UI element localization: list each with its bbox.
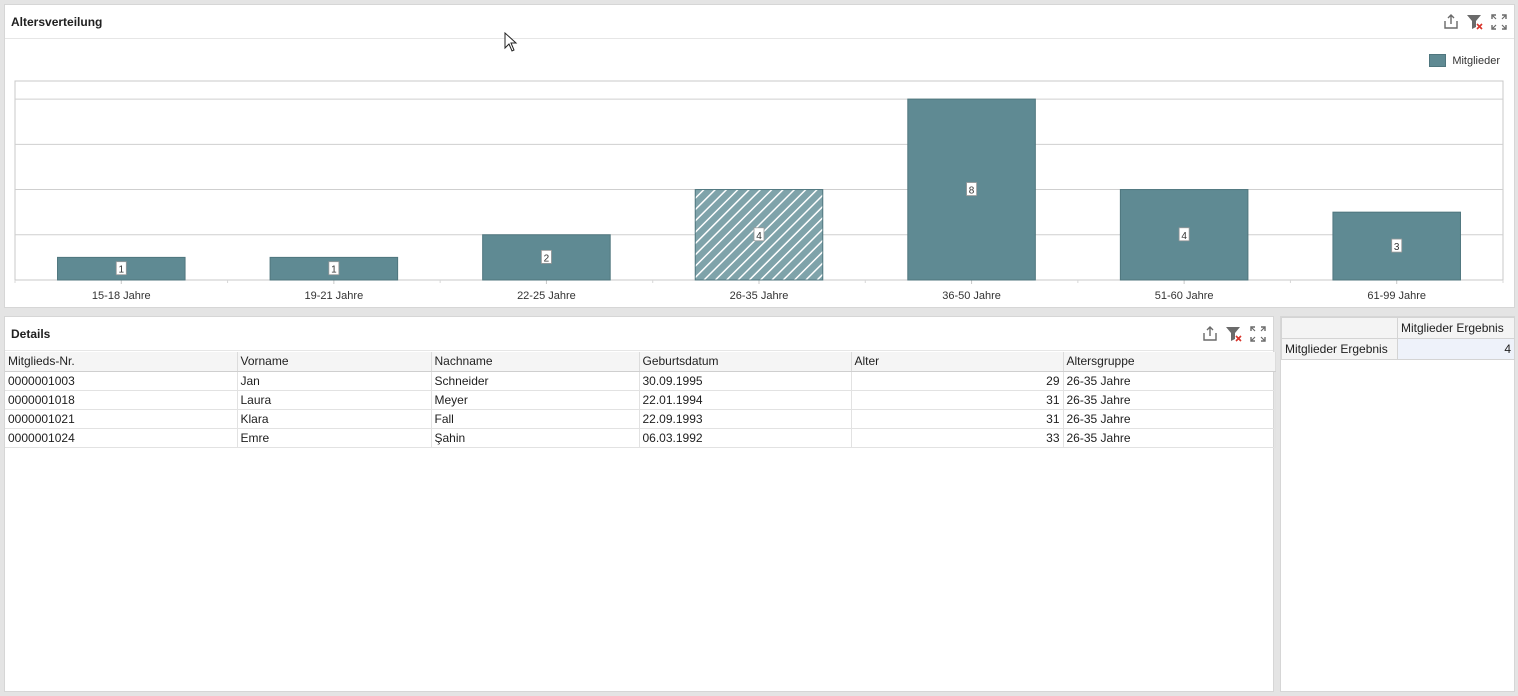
pivot-panel: Mitglieder Ergebnis Mitglieder Ergebnis … bbox=[1280, 316, 1515, 692]
table-row[interactable]: 0000001021 Klara Fall 22.09.1993 31 26-3… bbox=[5, 409, 1276, 429]
mouse-cursor-icon bbox=[504, 32, 518, 52]
cell-birthdate: 06.03.1992 bbox=[639, 428, 852, 448]
x-tick-label: 61-99 Jahre bbox=[1367, 290, 1426, 302]
cell-member-no: 0000001024 bbox=[5, 428, 238, 448]
data-label: 4 bbox=[1178, 227, 1190, 242]
column-header-firstname[interactable]: Vorname bbox=[237, 352, 432, 372]
cell-firstname: Emre bbox=[237, 428, 432, 448]
details-title: Details bbox=[11, 327, 51, 341]
data-label-box bbox=[753, 227, 765, 242]
cell-firstname: Laura bbox=[237, 390, 432, 410]
maximize-icon[interactable] bbox=[1490, 13, 1508, 31]
x-tick-label: 26-35 Jahre bbox=[730, 290, 789, 302]
column-header-member-no[interactable]: Mitglieds-Nr. bbox=[5, 352, 238, 372]
chart-panel: Altersverteilung Mitglieder 1 15-18 Jahre… bbox=[4, 4, 1515, 308]
column-header-age[interactable]: Alter bbox=[851, 352, 1064, 372]
cell-lastname: Schneider bbox=[431, 371, 640, 391]
data-label: 4 bbox=[753, 227, 765, 242]
data-label-text: 1 bbox=[331, 265, 337, 276]
data-label: 1 bbox=[115, 261, 127, 276]
bar-chart: 1 15-18 Jahre 1 19-21 Jahre 2 22-25 Jahre 4 26-… bbox=[14, 80, 1504, 302]
data-label: 3 bbox=[1391, 238, 1403, 253]
data-label: 2 bbox=[541, 249, 552, 264]
cell-age: 31 bbox=[851, 409, 1064, 429]
cell-agegroup: 26-35 Jahre bbox=[1063, 390, 1276, 410]
data-label: 1 bbox=[328, 261, 340, 276]
legend-swatch bbox=[1429, 54, 1447, 67]
data-label: 8 bbox=[966, 182, 977, 197]
data-label-text: 4 bbox=[1181, 231, 1187, 242]
details-panel-header: Details bbox=[5, 317, 1273, 351]
data-label-box bbox=[1178, 227, 1190, 242]
data-label-box bbox=[541, 249, 552, 264]
cell-member-no: 0000001018 bbox=[5, 390, 238, 410]
pivot-corner bbox=[1281, 317, 1398, 339]
x-tick-label: 19-21 Jahre bbox=[304, 290, 363, 302]
column-header-lastname[interactable]: Nachname bbox=[431, 352, 640, 372]
table-row[interactable]: 0000001003 Jan Schneider 30.09.1995 29 2… bbox=[5, 371, 1276, 391]
chart-legend: Mitglieder bbox=[1429, 54, 1500, 67]
x-tick-label: 15-18 Jahre bbox=[92, 290, 151, 302]
cell-lastname: Meyer bbox=[431, 390, 640, 410]
cell-member-no: 0000001003 bbox=[5, 371, 238, 391]
x-tick-label: 51-60 Jahre bbox=[1155, 290, 1214, 302]
x-tick-label: 36-50 Jahre bbox=[942, 290, 1001, 302]
cell-birthdate: 22.01.1994 bbox=[639, 390, 852, 410]
cell-agegroup: 26-35 Jahre bbox=[1063, 371, 1276, 391]
chart-title: Altersverteilung bbox=[11, 15, 103, 29]
legend-label: Mitglieder bbox=[1452, 54, 1500, 67]
data-label-box bbox=[966, 182, 977, 196]
cell-birthdate: 30.09.1995 bbox=[639, 371, 852, 391]
x-tick-label: 22-25 Jahre bbox=[517, 290, 576, 302]
data-label-text: 4 bbox=[756, 231, 762, 242]
pivot-row-header[interactable]: Mitglieder Ergebnis bbox=[1281, 338, 1398, 360]
pivot-column-header[interactable]: Mitglieder Ergebnis bbox=[1397, 317, 1515, 339]
export-icon[interactable] bbox=[1201, 325, 1219, 343]
maximize-icon[interactable] bbox=[1249, 325, 1267, 343]
data-label-text: 2 bbox=[544, 253, 550, 264]
cell-agegroup: 26-35 Jahre bbox=[1063, 428, 1276, 448]
cell-lastname: Şahin bbox=[431, 428, 640, 448]
data-label-box bbox=[328, 261, 340, 276]
data-label-box bbox=[115, 261, 127, 276]
clear-filter-icon[interactable] bbox=[1466, 13, 1484, 31]
table-row[interactable]: 0000001024 Emre Şahin 06.03.1992 33 26-3… bbox=[5, 428, 1276, 448]
cell-member-no: 0000001021 bbox=[5, 409, 238, 429]
cell-birthdate: 22.09.1993 bbox=[639, 409, 852, 429]
export-icon[interactable] bbox=[1442, 13, 1460, 31]
grid-header-row: Mitglieds-Nr. Vorname Nachname Geburtsda… bbox=[5, 352, 1276, 372]
data-label-text: 8 bbox=[969, 186, 975, 197]
cell-age: 29 bbox=[851, 371, 1064, 391]
pivot-grid: Mitglieder Ergebnis Mitglieder Ergebnis … bbox=[1281, 317, 1515, 360]
data-label-text: 3 bbox=[1394, 242, 1400, 253]
column-header-birthdate[interactable]: Geburtsdatum bbox=[639, 352, 852, 372]
chart-panel-header: Altersverteilung bbox=[5, 5, 1514, 39]
details-panel: Details Mitglieds-Nr. Vorname Nachname bbox=[4, 316, 1276, 692]
details-grid: Mitglieds-Nr. Vorname Nachname Geburtsda… bbox=[5, 352, 1276, 448]
clear-filter-icon[interactable] bbox=[1225, 325, 1243, 343]
cell-firstname: Jan bbox=[237, 371, 432, 391]
data-label-text: 1 bbox=[119, 265, 125, 276]
cell-firstname: Klara bbox=[237, 409, 432, 429]
cell-agegroup: 26-35 Jahre bbox=[1063, 409, 1276, 429]
table-row[interactable]: 0000001018 Laura Meyer 22.01.1994 31 26-… bbox=[5, 390, 1276, 410]
cell-age: 33 bbox=[851, 428, 1064, 448]
cell-age: 31 bbox=[851, 390, 1064, 410]
data-label-box bbox=[1391, 238, 1403, 253]
cell-lastname: Fall bbox=[431, 409, 640, 429]
column-header-agegroup[interactable]: Altersgruppe bbox=[1063, 352, 1276, 372]
pivot-value-cell[interactable]: 4 bbox=[1397, 338, 1515, 360]
